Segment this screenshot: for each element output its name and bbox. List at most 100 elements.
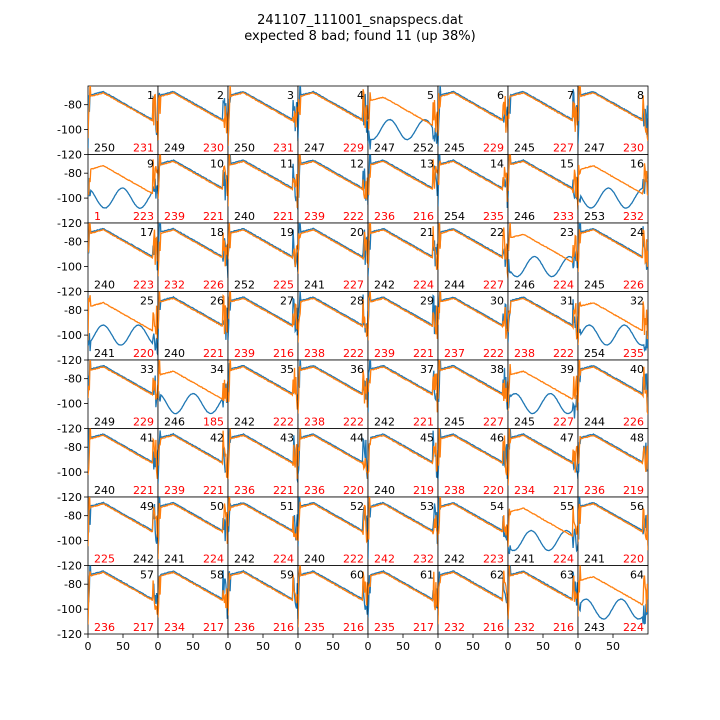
series-blue-line (508, 154, 578, 200)
series-orange-line (508, 565, 578, 620)
panel-frame (227, 428, 299, 498)
panel-curves (88, 223, 158, 271)
panel-frame (227, 359, 299, 429)
panel-left-count: 244 (444, 279, 465, 292)
panel-55: 55 241 224 (507, 496, 579, 566)
panel-id-label: 29 (420, 295, 434, 308)
panel-frame (367, 428, 439, 498)
series-blue-line (438, 223, 508, 267)
series-blue-line (578, 433, 648, 474)
panel-frame (297, 154, 369, 224)
panel-left-count: 244 (584, 416, 605, 429)
x-tick-label: 0 (295, 640, 302, 653)
panel-curves (88, 159, 158, 209)
y-tick-label: -100 (57, 192, 82, 205)
series-orange-line (158, 291, 228, 335)
panel-curves (228, 497, 298, 541)
panel-left-count: 241 (514, 553, 535, 566)
panel-52: 52 240 222 (297, 496, 369, 566)
series-orange-line (438, 570, 508, 625)
panel-20: 20 241 227 (297, 222, 369, 292)
series-blue-line (368, 291, 438, 335)
panel-right-count: 223 (483, 553, 504, 566)
panel-id-label: 45 (420, 432, 434, 445)
panel-curves (578, 433, 648, 474)
panel-27: 27 239 216 (227, 291, 299, 361)
panel-9: 9 1 223 (87, 154, 159, 224)
series-orange-line (578, 228, 648, 273)
panel-right-count: 216 (273, 347, 294, 360)
panel-curves (368, 569, 438, 618)
panel-id-label: 30 (490, 295, 504, 308)
series-orange-line (88, 223, 158, 265)
series-orange-line (438, 360, 508, 403)
panel-curves (578, 360, 648, 415)
panel-curves (158, 154, 228, 201)
panel-id-label: 36 (350, 363, 364, 376)
panel-29: 29 239 221 (367, 291, 439, 361)
panel-curves (578, 301, 648, 353)
panel-left-count: 242 (444, 553, 465, 566)
series-orange-line (368, 159, 438, 196)
panel-48: 48 236 219 (577, 428, 649, 498)
series-orange-line (578, 434, 648, 472)
panel-left-count: 239 (234, 347, 255, 360)
panel-curves (88, 497, 158, 547)
series-orange-line (228, 497, 298, 541)
panel-left-count: 235 (374, 621, 395, 634)
panel-38: 38 245 227 (437, 359, 509, 429)
panel-id-label: 56 (630, 500, 644, 513)
panel-id-label: 46 (490, 432, 504, 445)
panel-curves (298, 428, 368, 479)
panel-left-count: 1 (94, 210, 101, 223)
panel-frame (437, 291, 509, 361)
panel-id-label: 3 (287, 89, 294, 102)
panel-curves (368, 497, 438, 560)
panel-25: 25 241 220 (87, 291, 159, 361)
series-orange-line (508, 223, 578, 264)
series-blue-line (158, 570, 228, 619)
panel-curves (578, 163, 648, 209)
panel-49: 49 225 242 (87, 496, 159, 566)
series-blue-line (228, 91, 298, 148)
panel-curves (578, 565, 648, 625)
panel-left-count: 241 (304, 279, 325, 292)
panel-56: 56 241 220 (577, 496, 649, 566)
series-blue-line (88, 360, 158, 408)
panel-41: 41 240 221 (87, 428, 159, 498)
series-blue-line (368, 360, 438, 413)
panel-curves (508, 363, 578, 419)
x-tick-label: 0 (435, 640, 442, 653)
panel-id-label: 49 (140, 500, 154, 513)
panel-id-label: 57 (140, 569, 154, 582)
panel-13: 13 236 216 (367, 154, 439, 224)
series-orange-line (298, 428, 368, 479)
panel-right-count: 217 (413, 621, 434, 634)
panel-left-count: 236 (304, 484, 325, 497)
series-blue-line (508, 528, 578, 555)
y-tick-label: -80 (64, 167, 82, 180)
panel-right-count: 222 (273, 416, 294, 429)
panel-left-count: 245 (514, 416, 535, 429)
panel-id-label: 34 (210, 363, 224, 376)
series-orange-line (508, 506, 578, 547)
panel-left-count: 240 (164, 347, 185, 360)
panel-frame (227, 154, 299, 224)
panel-id-label: 11 (280, 158, 294, 171)
series-blue-line (298, 155, 368, 205)
series-blue-line (578, 86, 648, 144)
panel-right-count: 252 (413, 142, 434, 155)
panel-curves (438, 86, 508, 147)
series-blue-line (368, 569, 438, 618)
y-tick-label: -80 (64, 441, 82, 454)
panel-left-count: 242 (374, 553, 395, 566)
series-orange-line (508, 91, 578, 132)
panel-right-count: 216 (483, 621, 504, 634)
panel-id-label: 5 (427, 89, 434, 102)
panel-id-label: 6 (497, 89, 504, 102)
series-orange-line (88, 159, 158, 196)
panel-left-count: 245 (444, 416, 465, 429)
series-orange-line (158, 154, 228, 199)
panel-54: 54 242 223 (437, 496, 509, 566)
panel-left-count: 240 (304, 553, 325, 566)
